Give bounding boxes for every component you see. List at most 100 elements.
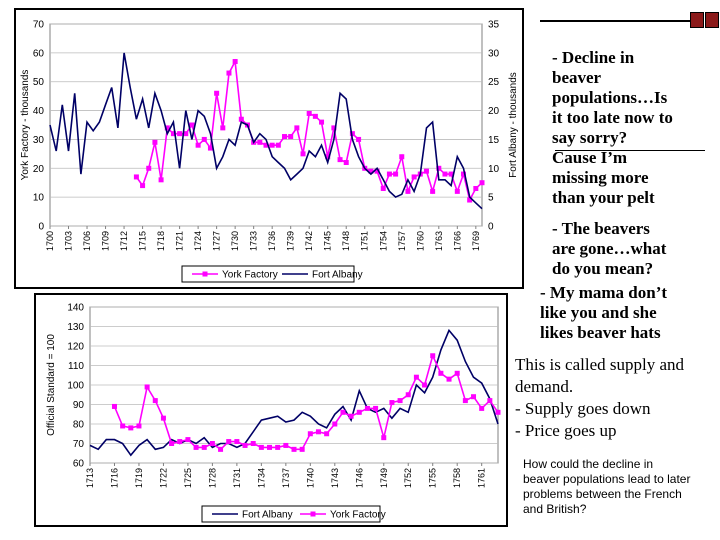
york-factory-point <box>386 171 392 177</box>
york-factory-point <box>397 398 403 404</box>
york-factory-point <box>269 142 275 148</box>
york-factory-point <box>294 125 300 131</box>
york-factory-point <box>183 131 189 137</box>
bullet-line: - My mama don’t <box>540 283 668 302</box>
york-factory-point <box>324 431 330 437</box>
york-factory-point <box>411 174 417 180</box>
y2-tick-label: 20 <box>488 106 500 117</box>
x-tick-label: 1740 <box>305 468 315 488</box>
y-tick-label: 0 <box>38 222 44 233</box>
york-factory-point <box>275 444 281 450</box>
york-factory-point <box>193 444 199 450</box>
york-factory-point <box>413 374 419 380</box>
york-factory-point <box>438 370 444 376</box>
y-tick-label: 30 <box>33 135 45 146</box>
beavers-gone-bullet: - The beavers are gone…what do you mean? <box>552 219 666 279</box>
y-tick-label: 80 <box>73 420 85 431</box>
x-tick-label: 1742 <box>304 231 314 251</box>
fur-price-chart: 60 70 80 90 100 110 120 130 140 1713 1716 1719 1722 1… <box>34 293 508 527</box>
bullet-line: missing more <box>552 168 649 187</box>
x-tick-label: 1745 <box>323 231 333 251</box>
york-factory-point <box>399 154 405 160</box>
x-tick-label: 1761 <box>477 468 487 488</box>
x-tick-label: 1716 <box>109 468 119 488</box>
text-rule <box>555 150 705 151</box>
supply-demand-line: - Price goes up <box>515 421 617 440</box>
y-tick-label: 110 <box>68 361 84 372</box>
york-factory-point <box>209 441 215 446</box>
york-factory-point <box>373 405 379 411</box>
x-tick-label: 1769 <box>471 231 481 251</box>
x-tick-label: 1727 <box>212 231 222 251</box>
york-factory-point <box>343 160 349 166</box>
y-tick-label: 70 <box>73 439 85 450</box>
x-tick-label: 1724 <box>193 231 203 251</box>
york-factory-point <box>393 171 399 177</box>
y2-tick-label: 15 <box>488 135 500 146</box>
question-text: How could the decline in beaver populatio… <box>523 457 690 517</box>
x-tick-label: 1712 <box>119 231 129 251</box>
bullet-line: do you mean? <box>552 259 654 278</box>
york-factory-point <box>306 110 312 116</box>
x-tick-label: 1739 <box>286 231 296 251</box>
york-factory-point <box>170 131 176 137</box>
york-factory-point <box>479 180 485 186</box>
y2-tick-label: 35 <box>488 20 500 31</box>
x-tick-label: 1700 <box>45 231 55 251</box>
y-tick-label: 140 <box>67 303 84 314</box>
x-tick-label: 1721 <box>175 231 185 251</box>
x-tick-label: 1743 <box>330 468 340 488</box>
x-tick-label: 1736 <box>267 231 277 251</box>
york-factory-point <box>325 154 331 160</box>
x-tick-label: 1719 <box>134 468 144 488</box>
york-factory-point <box>495 409 501 415</box>
x-tick-label: 1757 <box>397 231 407 251</box>
x-tick-label: 1758 <box>452 468 462 488</box>
bullet-line: than your pelt <box>552 188 655 207</box>
york-factory-point <box>471 394 477 400</box>
york-factory-point <box>356 136 362 142</box>
plot-area <box>49 23 483 227</box>
york-factory-point <box>487 398 493 404</box>
york-factory-point <box>479 405 485 411</box>
question-line: How could the decline in <box>523 457 654 471</box>
york-factory-point <box>282 134 288 140</box>
york-factory-point <box>430 353 436 359</box>
y2-tick-label: 5 <box>488 193 494 204</box>
york-factory-point <box>257 139 263 145</box>
fur-price-chart-svg: 60 70 80 90 100 110 120 130 140 1713 1716 1719 1722 1… <box>46 303 501 523</box>
legend-box <box>201 505 381 523</box>
x-tick-label: 1715 <box>138 231 148 251</box>
york-factory-point <box>368 168 374 174</box>
legend-entry: Fort Albany <box>312 270 363 281</box>
bullet-line: beaver <box>552 68 602 87</box>
york-factory-point <box>446 376 452 382</box>
york-factory-point <box>356 409 362 415</box>
york-factory-point <box>467 197 473 203</box>
fort-albany-line <box>49 52 483 210</box>
x-tick-label: 1706 <box>82 231 92 251</box>
york-factory-point <box>226 439 232 445</box>
bullet-line: like you and she <box>540 303 657 322</box>
york-factory-point <box>144 384 150 390</box>
x-tick-label: 1728 <box>207 468 217 488</box>
y-tick-label: 120 <box>67 342 84 353</box>
york-factory-point <box>128 425 134 431</box>
fort-albany-line <box>89 328 499 457</box>
york-factory-point <box>250 441 256 446</box>
york-factory-point <box>291 446 297 452</box>
york-factory-point <box>275 142 281 148</box>
x-tick-label: 1766 <box>452 231 462 251</box>
decoration-square <box>690 12 704 28</box>
york-factory-point <box>258 444 264 450</box>
x-tick-label: 1763 <box>434 231 444 251</box>
york-factory-point <box>220 125 226 131</box>
title-decoration <box>540 12 719 30</box>
bullet-line: are gone…what <box>552 239 667 258</box>
decline-bullet: - Decline in beaver populations…Is it too l… <box>552 48 673 208</box>
york-factory-point <box>201 136 207 142</box>
bullet-line: it too late now to <box>552 108 673 127</box>
york-factory-point <box>405 392 411 398</box>
york-factory-point <box>267 444 273 450</box>
x-tick-label: 1709 <box>101 231 111 251</box>
